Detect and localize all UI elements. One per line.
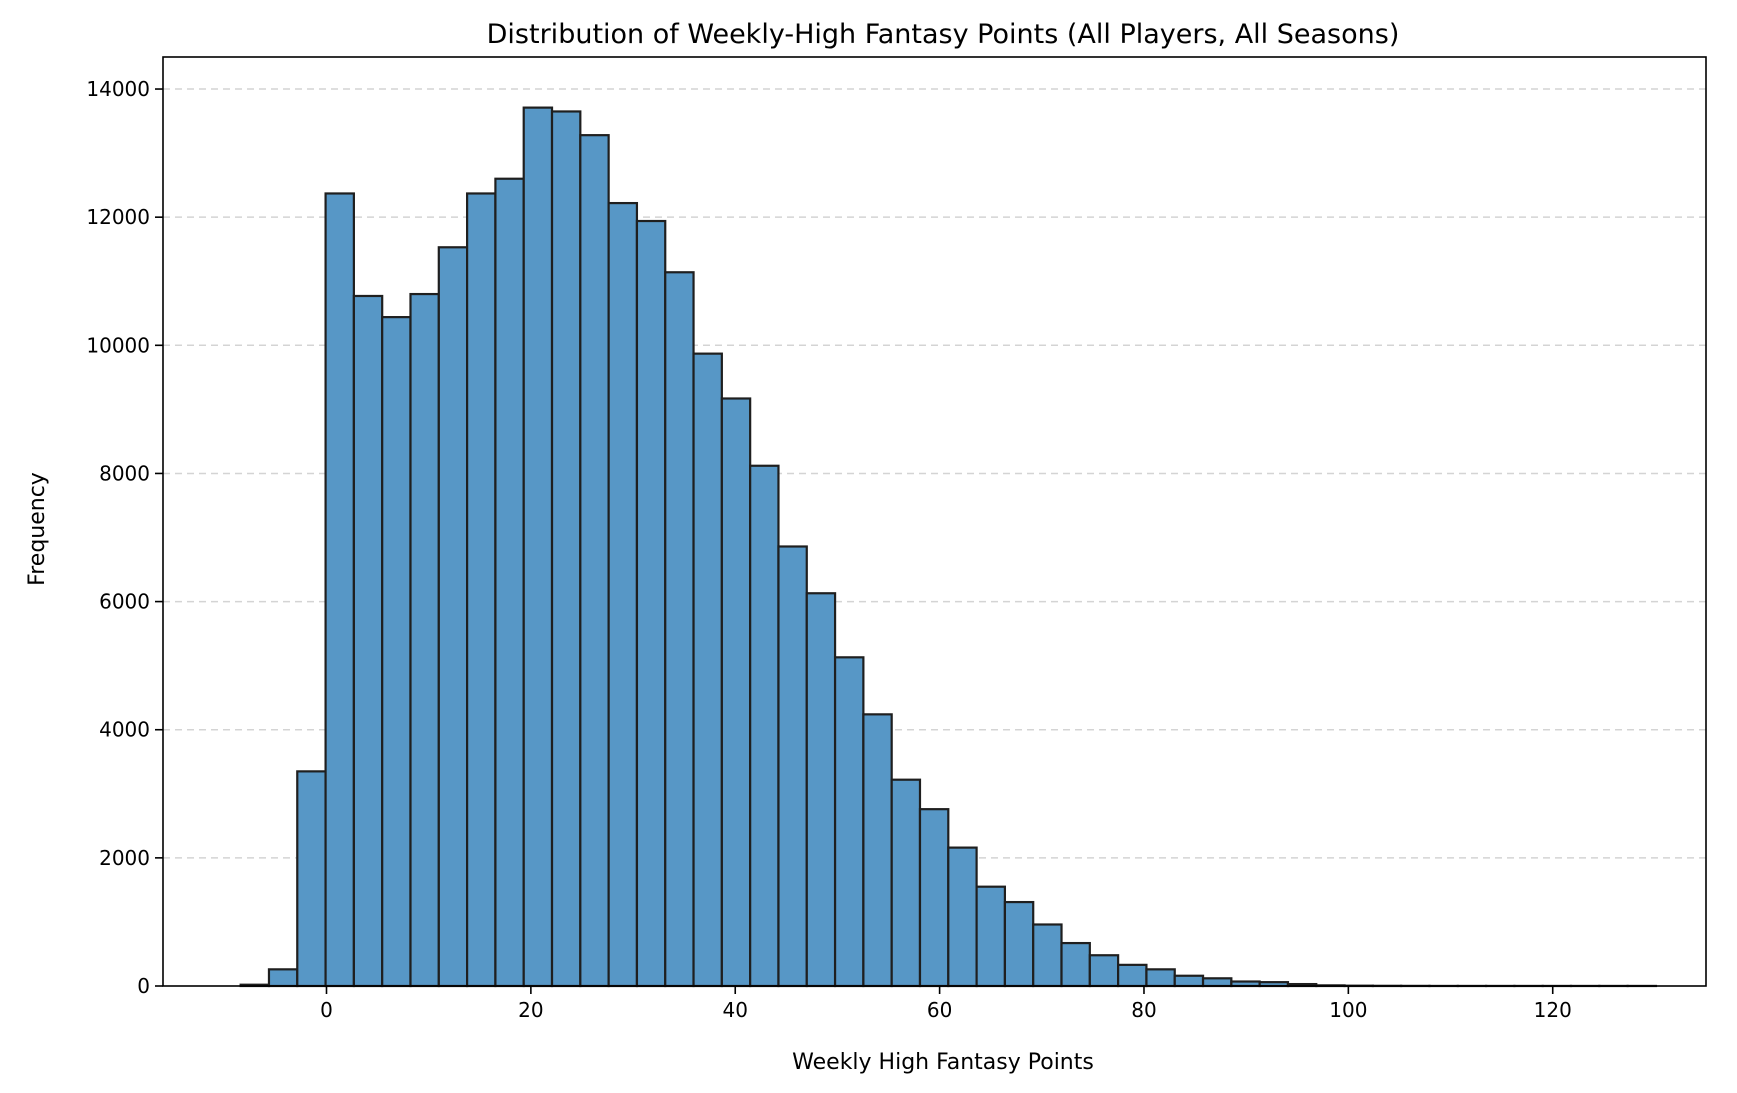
x-tick-label: 40 <box>723 998 748 1022</box>
x-tick-label: 20 <box>518 998 543 1022</box>
histogram-bar <box>324 192 355 988</box>
x-tick-label: 60 <box>927 998 952 1022</box>
y-tick-label: 6000 <box>99 590 150 614</box>
y-tick-label: 4000 <box>99 718 150 742</box>
histogram-bar <box>607 201 639 988</box>
y-tick-label: 14000 <box>86 77 150 101</box>
histogram-bar <box>522 106 554 988</box>
y-tick-label: 2000 <box>99 846 150 870</box>
y-tick-label: 8000 <box>99 461 150 485</box>
histogram-bar <box>890 778 922 988</box>
histogram-bar <box>833 656 865 988</box>
y-tick-label: 0 <box>137 974 150 998</box>
histogram-bar <box>1003 900 1035 988</box>
histogram-bar <box>1117 963 1148 988</box>
histogram-bar <box>1032 923 1063 988</box>
x-tick-label: 100 <box>1329 998 1367 1022</box>
histogram-bar <box>466 192 497 988</box>
histogram-bar <box>692 352 723 988</box>
histogram-bar <box>749 464 780 988</box>
histogram-bar <box>494 177 525 988</box>
histogram-bar <box>918 808 950 988</box>
histogram-bar <box>296 770 327 988</box>
histogram-bar <box>550 110 582 988</box>
plot-frame <box>162 56 1707 987</box>
histogram-bar <box>720 397 752 988</box>
histogram-bar <box>1173 974 1205 988</box>
histogram-bars <box>239 106 1658 988</box>
y-tick-label: 10000 <box>86 333 150 357</box>
x-axis-label: Weekly High Fantasy Points <box>792 1050 1094 1075</box>
histogram-bar <box>1201 977 1233 988</box>
y-axis-label: Frequency <box>25 472 50 586</box>
histogram-bar <box>777 545 808 988</box>
histogram-bar <box>579 134 610 988</box>
histogram-bar <box>1145 968 1176 988</box>
histogram-bar <box>352 294 384 988</box>
axes: 0 20 40 60 80 100 120 0 2000 4000 6000 8000 10000 120… <box>86 56 1707 1022</box>
y-tick-label: 12000 <box>86 205 150 229</box>
histogram-bar <box>975 885 1007 988</box>
histogram-bar <box>635 219 667 988</box>
histogram-bar <box>947 846 978 988</box>
x-tick-label: 80 <box>1131 998 1156 1022</box>
histogram-bar <box>381 316 412 988</box>
histogram-bar <box>267 968 299 988</box>
x-tick-label: 120 <box>1534 998 1572 1022</box>
histogram-bar <box>1060 941 1091 988</box>
chart-title: Distribution of Weekly-High Fantasy Poin… <box>487 19 1400 50</box>
histogram-bar <box>437 246 469 988</box>
x-tick-label: 0 <box>320 998 333 1022</box>
histogram-bar <box>664 271 695 988</box>
histogram-bar <box>862 713 893 988</box>
histogram-bar <box>805 592 837 988</box>
histogram-bar <box>1088 954 1120 988</box>
histogram-bar <box>409 292 440 988</box>
